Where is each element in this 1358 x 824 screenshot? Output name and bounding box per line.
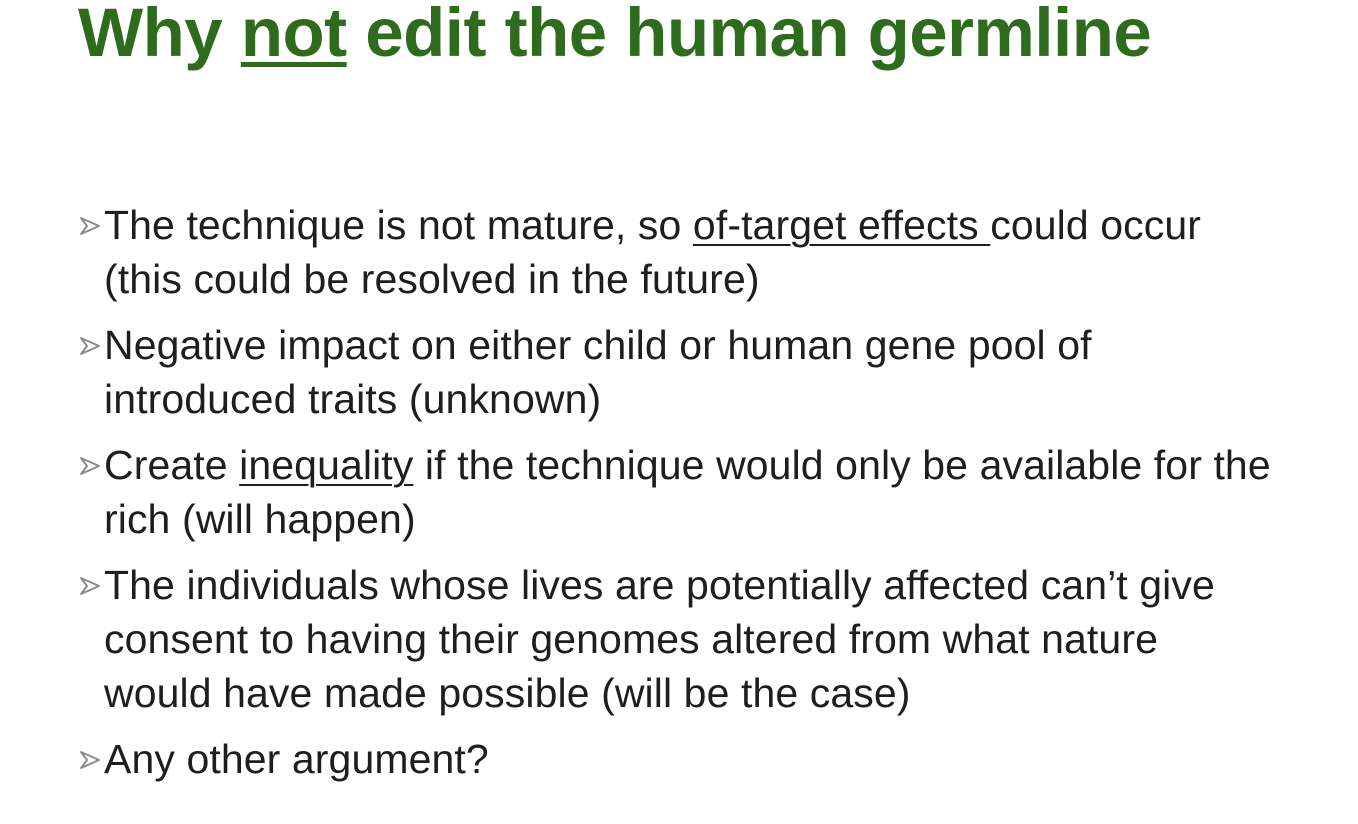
bullet-item-other-argument: Any other argument?: [78, 732, 1278, 786]
bullet-text-underlined: inequality: [239, 442, 414, 488]
slide-title: Why not edit the human germline: [78, 0, 1152, 76]
bullet-text-after: could occur (this could be resolved in t…: [104, 202, 1201, 302]
bullet-list: The technique is not mature, so of-targe…: [78, 198, 1278, 798]
arrowhead-bullet-icon: [78, 749, 102, 771]
arrowhead-bullet-icon: [78, 455, 102, 477]
bullet-text: The individuals whose lives are potentia…: [104, 562, 1215, 716]
bullet-text-before: The technique is not mature, so: [104, 202, 693, 248]
bullet-item-inequality: Create inequality if the technique would…: [78, 438, 1279, 546]
arrowhead-bullet-icon: [78, 215, 102, 237]
title-suffix: edit the human germline: [346, 0, 1152, 71]
bullet-text: Any other argument?: [104, 736, 489, 782]
arrowhead-bullet-icon: [78, 335, 102, 357]
bullet-item-negative-impact: Negative impact on either child or human…: [78, 318, 1224, 426]
title-emphasis-not: not: [240, 0, 347, 71]
title-prefix: Why: [78, 0, 241, 71]
bullet-item-off-target: The technique is not mature, so of-targe…: [78, 198, 1214, 306]
bullet-text-underlined: of-target effects: [692, 202, 991, 248]
bullet-text-after: if the technique would only be available…: [104, 442, 1271, 542]
arrowhead-bullet-icon: [78, 575, 102, 597]
bullet-text: Negative impact on either child or human…: [104, 322, 1092, 422]
bullet-item-consent: The individuals whose lives are potentia…: [78, 558, 1264, 720]
bullet-text-before: Create: [104, 442, 240, 488]
